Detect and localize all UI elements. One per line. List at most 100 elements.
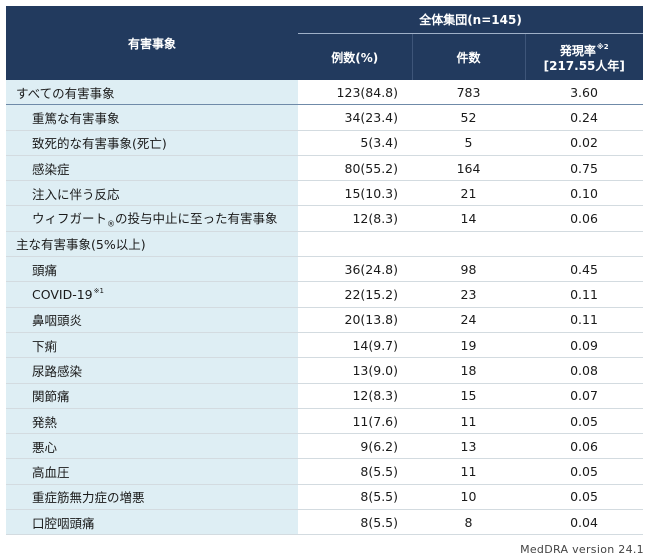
count-cell: 52: [412, 104, 525, 131]
rate-cell: 0.11: [525, 307, 644, 333]
count-cell: 164: [412, 155, 525, 182]
event-name: 重症筋無力症の増悪: [32, 490, 145, 506]
event-label: 口腔咽頭痛: [6, 509, 298, 536]
event-name: 鼻咽頭炎: [32, 313, 83, 329]
event-name: 高血圧: [32, 465, 70, 481]
rate-cell: 0.06: [525, 205, 644, 232]
table-row: 重篤な有害事象 34(23.4) 52 0.24: [6, 104, 644, 131]
event-label: 重症筋無力症の増悪: [6, 484, 298, 511]
patients-cell: 123(84.8): [298, 80, 412, 106]
event-name: 口腔咽頭痛: [32, 515, 95, 531]
patients-cell: 12(8.3): [298, 205, 412, 232]
table-row: 主な有害事象(5%以上): [6, 231, 644, 258]
patients-cell: [298, 231, 412, 258]
rate-cell: 0.05: [525, 484, 644, 511]
adverse-events-table: 有害事象 全体集団(n=145) 例数(%) 件数 発現率※2 [217.55人…: [6, 6, 644, 536]
event-name: 頭痛: [32, 262, 58, 278]
count-cell: 21: [412, 180, 525, 207]
table-row: 鼻咽頭炎 20(13.8) 24 0.11: [6, 307, 644, 333]
event-name: 尿路感染: [32, 363, 83, 379]
rate-cell: 0.04: [525, 509, 644, 536]
patients-cell: 14(9.7): [298, 332, 412, 359]
count-cell: 5: [412, 130, 525, 156]
patients-cell: 9(6.2): [298, 433, 412, 460]
meddra-version: MedDRA version 24.1: [520, 543, 644, 556]
rate-label: 発現率: [559, 44, 596, 58]
patients-cell: 36(24.8): [298, 256, 412, 283]
count-cell: 10: [412, 484, 525, 511]
table-row: 感染症 80(55.2) 164 0.75: [6, 155, 644, 182]
count-cell: 98: [412, 256, 525, 283]
table-row: すべての有害事象 123(84.8) 783 3.60: [6, 80, 644, 106]
event-label: 関節痛: [6, 383, 298, 409]
event-name: 発熱: [32, 414, 58, 430]
rate-cell: 0.02: [525, 130, 644, 156]
rate-footnote-mark: ※2: [596, 43, 609, 51]
count-cell: 11: [412, 408, 525, 435]
group-header: 全体集団(n=145): [298, 6, 644, 34]
patients-cell: 8(5.5): [298, 484, 412, 511]
rate-cell: 0.24: [525, 104, 644, 131]
event-label: 悪心: [6, 433, 298, 460]
rate-cell: 0.11: [525, 281, 644, 308]
count-cell: 19: [412, 332, 525, 359]
event-label: 注入に伴う反応: [6, 180, 298, 207]
event-label: 重篤な有害事象: [6, 104, 298, 131]
event-name: ウィフガート: [32, 211, 108, 227]
patients-cell: 8(5.5): [298, 509, 412, 536]
event-name: 致死的な有害事象(死亡): [32, 136, 167, 152]
table-row: ウィフガート®の投与中止に至った有害事象 12(8.3) 14 0.06: [6, 205, 644, 232]
table-row: 下痢 14(9.7) 19 0.09: [6, 332, 644, 359]
count-cell: 23: [412, 281, 525, 308]
rate-cell: 0.07: [525, 383, 644, 409]
event-label: 下痢: [6, 332, 298, 359]
table-row: 口腔咽頭痛 8(5.5) 8 0.04: [6, 509, 644, 536]
count-cell: 15: [412, 383, 525, 409]
patients-cell: 5(3.4): [298, 130, 412, 156]
rate-cell: 0.05: [525, 458, 644, 485]
count-cell: 8: [412, 509, 525, 536]
count-cell: [412, 231, 525, 258]
event-label: ウィフガート®の投与中止に至った有害事象: [6, 205, 298, 232]
rate-cell: 0.10: [525, 180, 644, 207]
rate-cell: [525, 231, 644, 258]
table-row: 高血圧 8(5.5) 11 0.05: [6, 458, 644, 485]
event-name: 感染症: [32, 161, 70, 177]
patients-cell: 20(13.8): [298, 307, 412, 333]
event-name: すべての有害事象: [16, 85, 115, 101]
count-cell: 783: [412, 80, 525, 106]
event-label: 鼻咽頭炎: [6, 307, 298, 333]
ae-column-header: 有害事象: [6, 6, 298, 80]
table-row: 重症筋無力症の増悪 8(5.5) 10 0.05: [6, 484, 644, 511]
registered-mark: ®: [107, 219, 116, 229]
rate-cell: 0.08: [525, 357, 644, 384]
patients-cell: 80(55.2): [298, 155, 412, 182]
rate-cell: 3.60: [525, 80, 644, 106]
event-name: 悪心: [32, 439, 58, 455]
table-row: COVID-19※1 22(15.2) 23 0.11: [6, 281, 644, 308]
rate-cell: 0.06: [525, 433, 644, 460]
count-cell: 18: [412, 357, 525, 384]
table-row: 頭痛 36(24.8) 98 0.45: [6, 256, 644, 283]
event-name: 下痢: [32, 338, 58, 354]
rate-cell: 0.05: [525, 408, 644, 435]
event-name: 注入に伴う反応: [32, 186, 120, 202]
event-label: 感染症: [6, 155, 298, 182]
event-label: 尿路感染: [6, 357, 298, 384]
event-name: COVID-19: [32, 287, 93, 303]
rate-cell: 0.09: [525, 332, 644, 359]
patients-cell: 15(10.3): [298, 180, 412, 207]
count-cell: 13: [412, 433, 525, 460]
patients-cell: 13(9.0): [298, 357, 412, 384]
event-label: 発熱: [6, 408, 298, 435]
patients-cell: 8(5.5): [298, 458, 412, 485]
footnote-mark: ※1: [93, 287, 104, 296]
table-row: 発熱 11(7.6) 11 0.05: [6, 408, 644, 435]
rate-cell: 0.75: [525, 155, 644, 182]
rate-column-header: 発現率※2 [217.55人年]: [524, 33, 644, 80]
event-name: 重篤な有害事象: [32, 110, 120, 126]
patients-column-header: 例数(%): [298, 33, 412, 80]
count-cell: 14: [412, 205, 525, 232]
count-column-header: 件数: [411, 33, 525, 80]
table-row: 悪心 9(6.2) 13 0.06: [6, 433, 644, 460]
